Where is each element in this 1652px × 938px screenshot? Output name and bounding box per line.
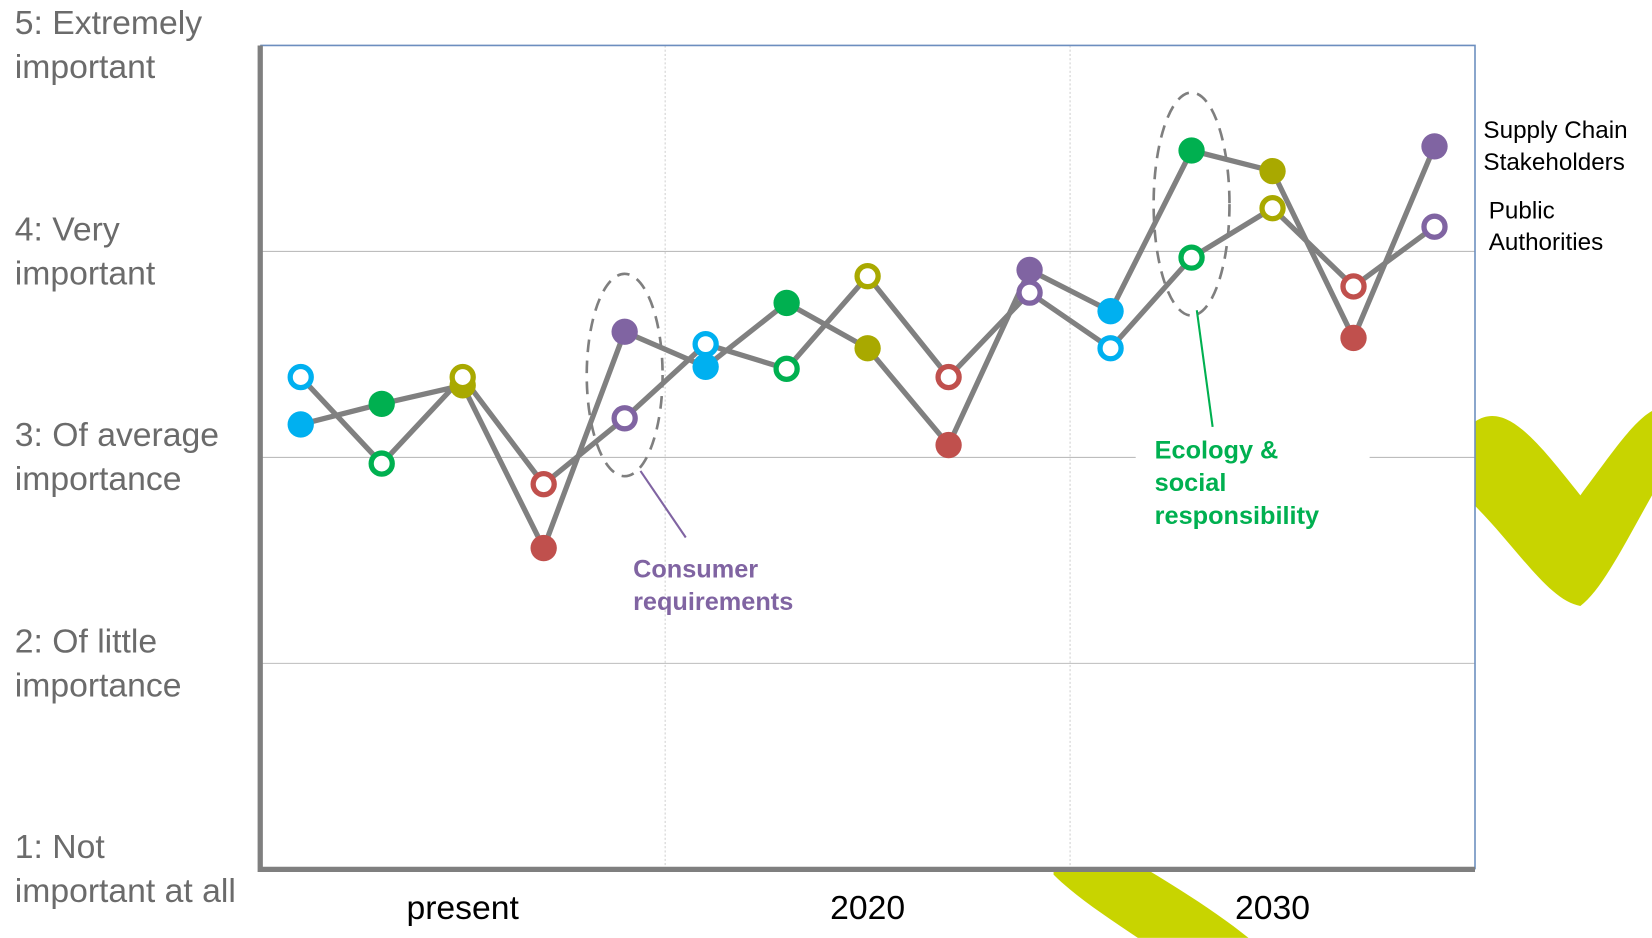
data-point [935, 431, 962, 459]
data-point [1259, 157, 1286, 185]
data-point [1340, 324, 1367, 352]
highlight-ellipse [1152, 91, 1231, 317]
y-tick-label-box: 1: Not important at all [14, 827, 236, 910]
data-point [368, 450, 395, 477]
y-tick-label: 3: Of average importance [14, 415, 220, 498]
data-point [449, 363, 476, 391]
axis-line [257, 45, 1475, 872]
data-point [692, 330, 719, 358]
annotation: Consumer requirements [633, 555, 794, 617]
y-tick-label: 2: Of little importance [14, 621, 182, 704]
legend-label: Supply Chain Stakeholders [1483, 115, 1628, 175]
data-point [1016, 279, 1043, 306]
data-point [773, 289, 800, 317]
y-tick-label-box: 4: Very important [14, 209, 156, 292]
data-point [1178, 137, 1205, 164]
annotation-leader [1195, 310, 1214, 427]
data-point [1178, 244, 1205, 271]
data-point [368, 390, 395, 418]
data-point [1259, 195, 1286, 222]
y-tick-label: 5: Extremely important [14, 3, 203, 86]
decoration [1475, 411, 1652, 606]
data-point [1421, 133, 1448, 160]
data-point [1097, 298, 1124, 325]
annotation-box: Consumer requirements [633, 555, 794, 617]
data-point [287, 363, 314, 391]
data-point [935, 363, 962, 391]
plot-frame [260, 44, 1476, 870]
highlight-ellipse [585, 272, 664, 478]
legend-label: Public Authorities [1488, 196, 1604, 256]
data-point [530, 471, 557, 498]
label-background [1135, 434, 1370, 540]
data-point [611, 318, 638, 345]
y-tick-label-box: 5: Extremely important [14, 3, 203, 86]
annotation: Ecology & social responsibility [1154, 436, 1320, 531]
data-point [854, 335, 881, 362]
data-point [611, 405, 638, 432]
data-point [1097, 335, 1124, 362]
data-point [1016, 256, 1043, 284]
data-point [773, 355, 800, 383]
data-point [287, 411, 314, 438]
data-point [854, 262, 881, 290]
decoration [1053, 870, 1249, 938]
x-tick-label: 2020 [830, 889, 905, 927]
legend-label-box: Public Authorities [1488, 196, 1604, 256]
y-tick-label-box: 3: Of average importance [14, 415, 220, 498]
data-point [530, 534, 557, 562]
legend-label-box: Supply Chain Stakeholders [1483, 115, 1628, 175]
annotation-leader [639, 470, 687, 539]
data-point [1421, 213, 1448, 240]
data-point [1340, 273, 1367, 300]
x-tick-label: 2030 [1235, 889, 1310, 927]
y-tick-label: 4: Very important [14, 209, 156, 292]
data-point [692, 353, 719, 380]
y-tick-label: 1: Not important at all [14, 827, 236, 910]
annotation-box: Ecology & social responsibility [1154, 436, 1320, 531]
x-tick-label: present [406, 889, 519, 927]
y-tick-label-box: 2: Of little importance [14, 621, 182, 704]
